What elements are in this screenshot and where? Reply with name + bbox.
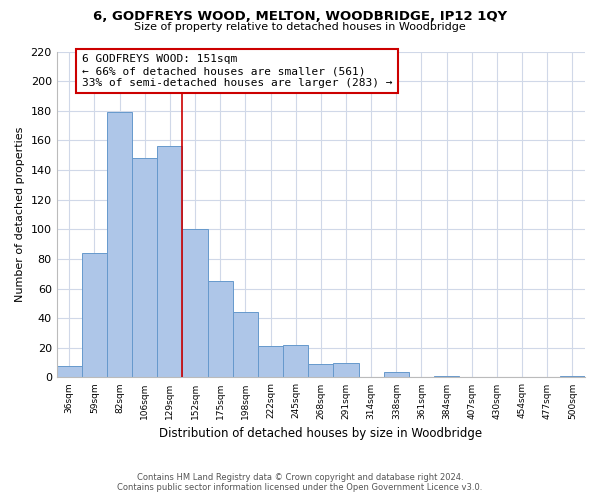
Bar bbox=[157, 146, 182, 378]
Bar bbox=[334, 362, 359, 378]
Bar bbox=[560, 376, 585, 378]
Text: 6, GODFREYS WOOD, MELTON, WOODBRIDGE, IP12 1QY: 6, GODFREYS WOOD, MELTON, WOODBRIDGE, IP… bbox=[93, 10, 507, 23]
Bar bbox=[283, 345, 308, 378]
Bar bbox=[107, 112, 132, 378]
Bar bbox=[233, 312, 258, 378]
Bar bbox=[56, 366, 82, 378]
Bar bbox=[258, 346, 283, 378]
Y-axis label: Number of detached properties: Number of detached properties bbox=[15, 127, 25, 302]
Bar bbox=[308, 364, 334, 378]
Bar bbox=[132, 158, 157, 378]
Bar bbox=[182, 230, 208, 378]
Bar bbox=[82, 253, 107, 378]
Text: Contains HM Land Registry data © Crown copyright and database right 2024.
Contai: Contains HM Land Registry data © Crown c… bbox=[118, 473, 482, 492]
Text: Size of property relative to detached houses in Woodbridge: Size of property relative to detached ho… bbox=[134, 22, 466, 32]
Text: 6 GODFREYS WOOD: 151sqm
← 66% of detached houses are smaller (561)
33% of semi-d: 6 GODFREYS WOOD: 151sqm ← 66% of detache… bbox=[82, 54, 392, 88]
X-axis label: Distribution of detached houses by size in Woodbridge: Distribution of detached houses by size … bbox=[159, 427, 482, 440]
Bar bbox=[384, 372, 409, 378]
Bar bbox=[208, 281, 233, 378]
Bar bbox=[434, 376, 459, 378]
